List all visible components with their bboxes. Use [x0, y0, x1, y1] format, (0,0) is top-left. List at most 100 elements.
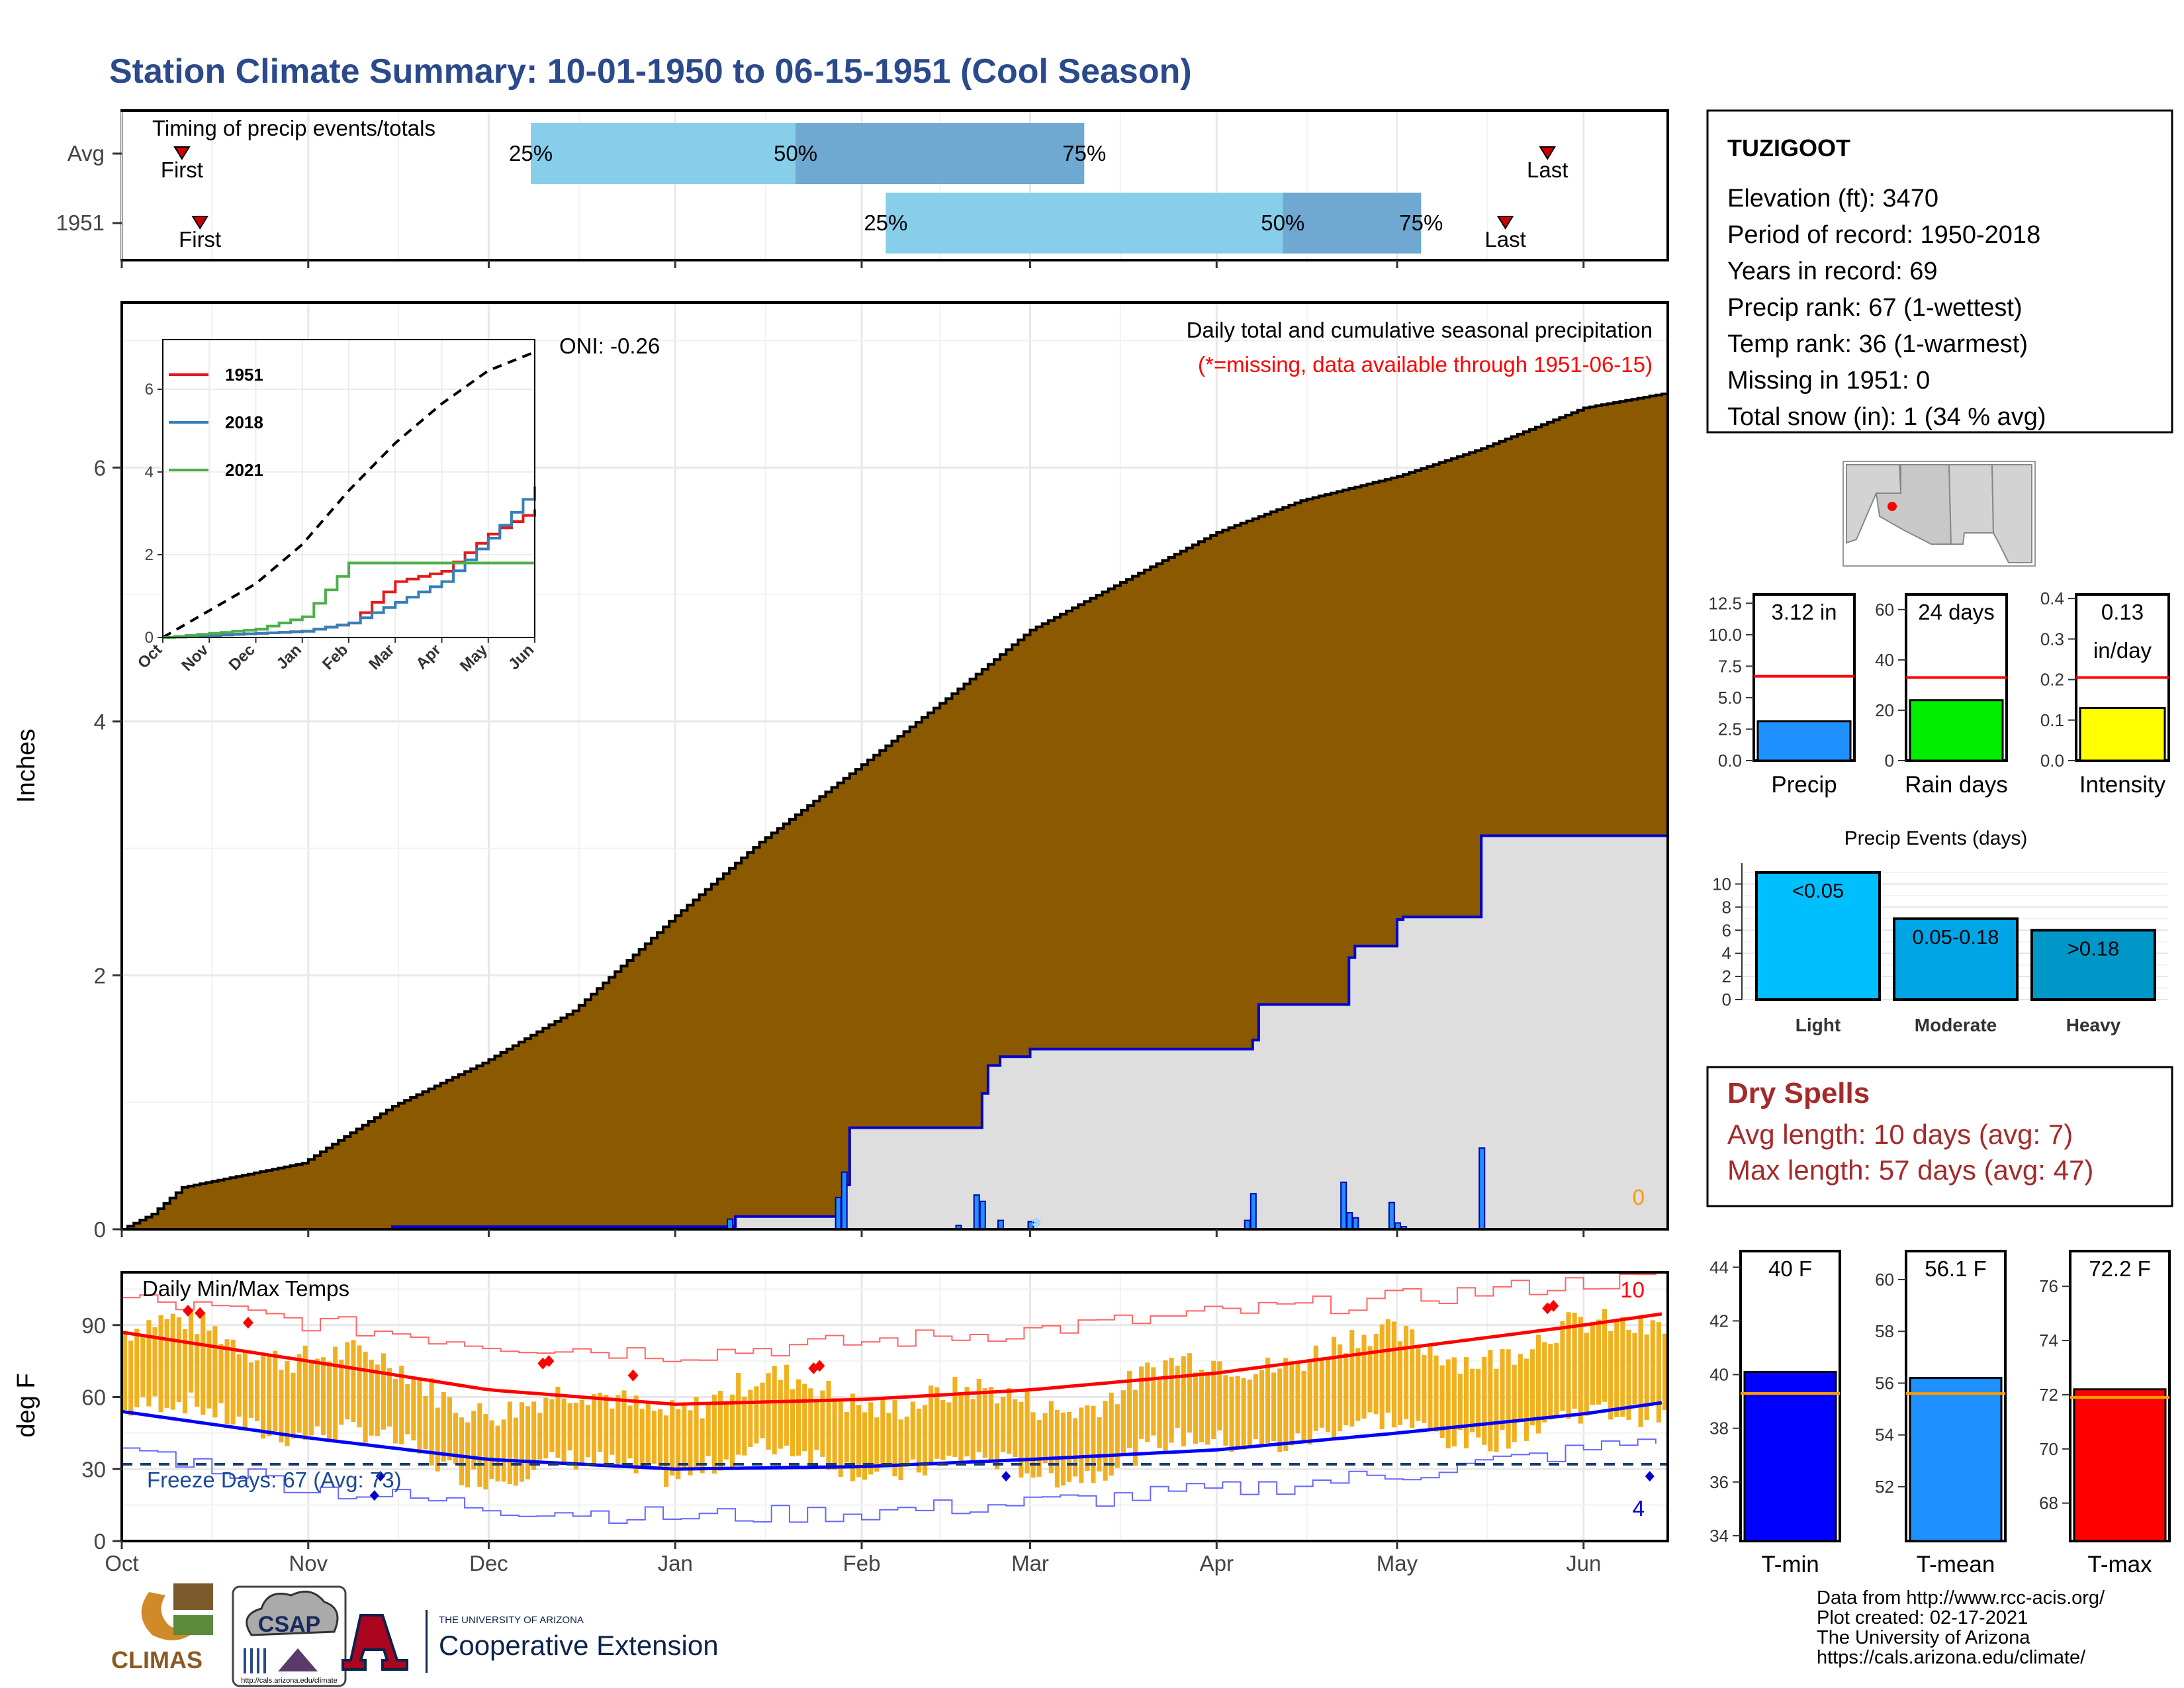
daily-temp-bar — [236, 1354, 242, 1417]
daily-temp-bar — [1632, 1333, 1637, 1405]
daily-temp-bar — [832, 1398, 837, 1470]
daily-temp-bar — [1007, 1387, 1012, 1454]
daily-temp-bar — [201, 1312, 206, 1415]
inset-ytick-label: 2 — [145, 546, 154, 564]
inset-xtick-label: Dec — [226, 641, 259, 674]
event-category-label: Moderate — [1915, 1015, 1997, 1035]
daily-temp-bar — [711, 1394, 717, 1474]
daily-temp-bar — [1235, 1376, 1240, 1449]
daily-temp-bar — [128, 1340, 134, 1416]
credit-line: Data from http://www.rcc-acis.org/ — [1817, 1587, 2105, 1609]
last-marker-icon — [1539, 146, 1556, 160]
daily-precip-bar — [1244, 1219, 1251, 1230]
daily-temp-bar — [555, 1386, 561, 1458]
daily-temp-bar — [291, 1372, 296, 1439]
daily-temp-bar — [483, 1414, 488, 1490]
daily-temp-bar — [615, 1395, 621, 1466]
daily-temp-bar — [1313, 1345, 1318, 1431]
daily-temp-bar — [946, 1402, 952, 1456]
daily-temp-bar — [339, 1359, 344, 1425]
mini-bar-intensity-value-label: 0.13 — [2101, 600, 2144, 624]
daily-temp-bar — [1463, 1357, 1469, 1448]
station-marker — [1888, 502, 1897, 511]
daily-temp-bar — [802, 1383, 807, 1452]
normal-max-line — [121, 1312, 1662, 1406]
daily-temp-bar — [1529, 1349, 1535, 1426]
inset-average-line — [161, 350, 535, 639]
inset-xtick-label: May — [457, 641, 492, 676]
daily-temp-bar — [242, 1351, 248, 1430]
daily-temp-bar — [1163, 1360, 1168, 1452]
precip-events-chart: Precip Events (days) <0.05 Light 0.05-0.18 M… — [1712, 827, 2167, 1035]
timing-pct-label: 75% — [1062, 141, 1106, 165]
temp-bar-t-mean-fill — [1909, 1377, 2003, 1542]
daily-temp-bar — [1301, 1370, 1306, 1440]
daily-temp-bar — [453, 1413, 459, 1464]
event-category-label: Light — [1796, 1015, 1841, 1035]
daily-temp-bar — [1001, 1397, 1006, 1452]
daily-temp-bar — [1542, 1342, 1547, 1423]
daily-temp-bar — [254, 1360, 260, 1421]
daily-precip-bar — [1250, 1193, 1257, 1231]
daily-temp-bar — [1355, 1348, 1361, 1421]
daily-temp-bar — [411, 1378, 416, 1440]
temp-bar-t-mean-ytick-label: 60 — [1875, 1270, 1894, 1289]
daily-temp-bar — [1343, 1353, 1349, 1426]
daily-temp-bar — [940, 1399, 946, 1460]
daily-temp-bar — [1169, 1358, 1174, 1443]
inset-xtick-label: Oct — [134, 641, 165, 672]
daily-temp-bar — [176, 1317, 181, 1403]
timing-row-label: 1951 — [56, 211, 105, 235]
mini-bar-precip-ytick-label: 7.5 — [1718, 656, 1742, 676]
record-low-marker-icon — [375, 1471, 385, 1482]
inset-series-line — [163, 486, 536, 639]
daily-temp-bar — [1338, 1344, 1343, 1432]
daily-temp-bar — [1584, 1333, 1589, 1416]
last-marker-icon — [1496, 216, 1514, 230]
dry-spells-avg: Avg length: 10 days (avg: 7) — [1727, 1119, 2073, 1150]
daily-temp-bar — [1379, 1324, 1385, 1430]
daily-temp-bar — [705, 1403, 711, 1456]
record-low-marker-icon — [369, 1490, 379, 1501]
event-ytick-label: 8 — [1722, 897, 1731, 917]
station-info-line: Precip rank: 67 (1-wettest) — [1727, 294, 2023, 322]
month-label: Mar — [1011, 1551, 1049, 1575]
temp-bar-t-mean-value-label: 56.1 F — [1925, 1256, 1987, 1281]
station-info: TUZIGOOT Elevation (ft): 3470 Period of r… — [1706, 109, 2173, 434]
daily-precip-bar — [841, 1171, 848, 1230]
mini-bar-rain-days-fill — [1909, 699, 2004, 762]
daily-temp-bar — [1428, 1346, 1433, 1430]
daily-precip-bar — [1388, 1201, 1395, 1231]
daily-temp-bar — [657, 1409, 663, 1469]
daily-temp-bar — [1265, 1358, 1271, 1443]
daily-precip-bar — [973, 1194, 980, 1231]
daily-temp-bar — [1439, 1365, 1445, 1438]
month-label: Feb — [843, 1551, 881, 1575]
daily-temp-bar — [345, 1342, 350, 1420]
daily-temp-bar — [1289, 1360, 1295, 1446]
month-label: Dec — [469, 1551, 508, 1575]
daily-temp-bar — [567, 1403, 572, 1451]
snow-marker-icon: ❄ — [1030, 1215, 1042, 1231]
daily-temp-bar — [1373, 1334, 1379, 1415]
timing-pct-label: 25% — [864, 211, 907, 235]
daily-precip-bar — [979, 1200, 986, 1231]
daily-temp-bar — [1109, 1392, 1114, 1476]
daily-temp-bar — [267, 1354, 272, 1436]
month-label: Apr — [1200, 1551, 1234, 1575]
daily-temp-bar — [1145, 1362, 1150, 1442]
temp-bar-t-max-ytick-label: 74 — [2039, 1331, 2058, 1350]
daily-temp-bar — [748, 1389, 753, 1447]
daily-temp-bar — [1331, 1336, 1337, 1439]
credit-line: https://cals.arizona.edu/climate/ — [1817, 1647, 2086, 1668]
month-label: Oct — [105, 1551, 138, 1575]
precip-panel: ❄ 0 2 4 6 Daily total and cumulative season… — [13, 301, 1669, 1242]
daily-temp-bar — [934, 1387, 940, 1459]
daily-temp-bar — [700, 1418, 705, 1474]
daily-temp-bar — [1626, 1329, 1631, 1420]
timing-row-label: Avg — [68, 141, 105, 165]
timing-bar-25-50 — [886, 193, 1283, 254]
timing-panel: Timing of precip events/totals 25% 50% 75%… — [56, 109, 1669, 268]
mini-bar-precip-label: Precip — [1771, 772, 1837, 798]
event-ytick-label: 4 — [1722, 943, 1731, 963]
